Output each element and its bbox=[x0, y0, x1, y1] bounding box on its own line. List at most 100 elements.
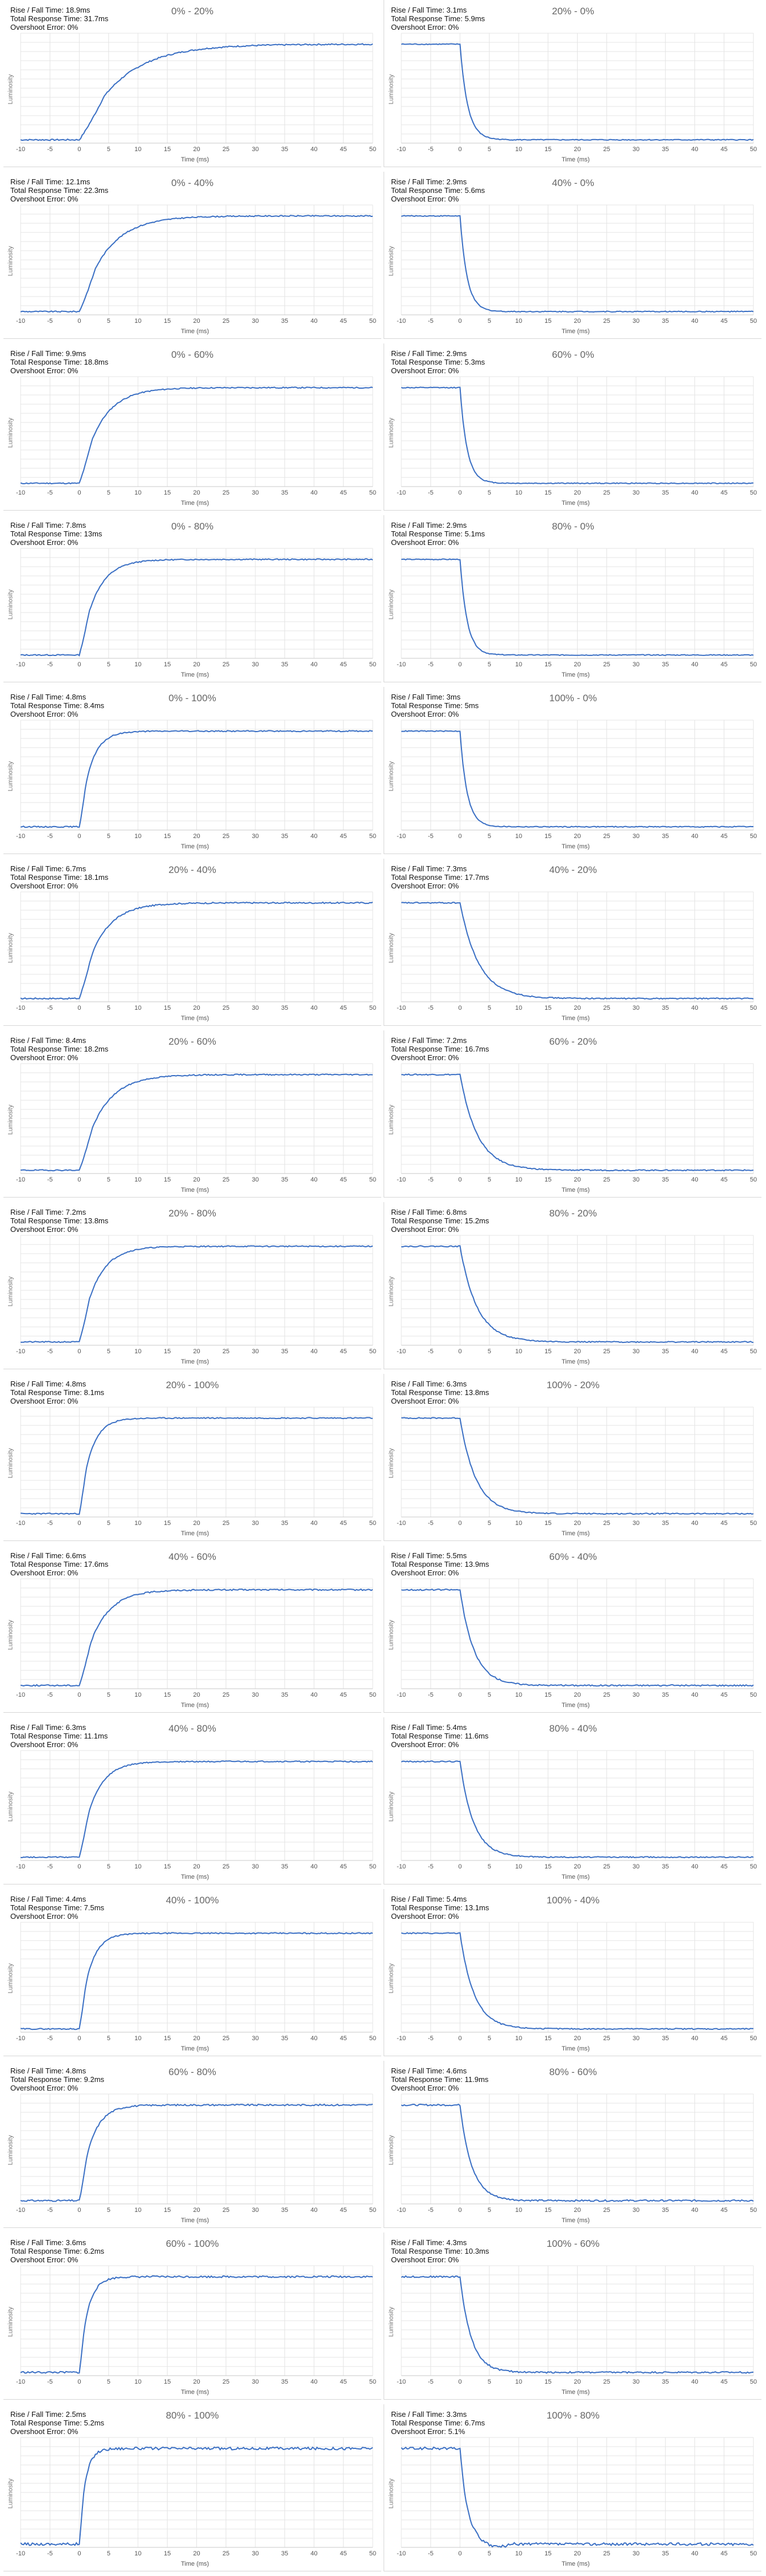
x-tick-label: 30 bbox=[252, 146, 259, 153]
x-tick-label: 5 bbox=[107, 1863, 110, 1870]
x-tick-label: 35 bbox=[662, 2379, 669, 2385]
x-tick-label: 10 bbox=[515, 2550, 522, 2557]
line-plot: -10 -5 0 5 10 15 20 25 30 35 40 45 50 bbox=[397, 1578, 757, 1698]
x-tick-label: 35 bbox=[281, 1692, 288, 1698]
x-tick-label: 45 bbox=[721, 2379, 728, 2385]
x-axis-label: Time (ms) bbox=[181, 1358, 210, 1365]
x-tick-label: 50 bbox=[369, 1692, 376, 1698]
x-tick-label: 20 bbox=[574, 1348, 581, 1355]
x-tick-label: -10 bbox=[16, 2379, 25, 2385]
x-tick-label: 30 bbox=[633, 146, 639, 153]
overshoot-error: Overshoot Error: 0% bbox=[10, 1397, 78, 1405]
luminosity-series-line bbox=[401, 1760, 754, 1859]
x-tick-label: -5 bbox=[428, 489, 433, 496]
x-tick-label: 20 bbox=[574, 2379, 581, 2385]
x-tick-label: 50 bbox=[750, 833, 757, 840]
total-response-time: Total Response Time: 16.7ms bbox=[391, 1045, 489, 1053]
x-tick-label: 10 bbox=[515, 2035, 522, 2042]
total-response-time: Total Response Time: 17.6ms bbox=[10, 1560, 109, 1568]
chart-title: 80% - 60% bbox=[549, 2067, 597, 2077]
line-plot: -10 -5 0 5 10 15 20 25 30 35 40 45 50 bbox=[16, 891, 376, 1012]
x-tick-label: 5 bbox=[107, 661, 110, 668]
line-plot: -10 -5 0 5 10 15 20 25 30 35 40 45 50 bbox=[16, 2265, 376, 2385]
line-plot: -10 -5 0 5 10 15 20 25 30 35 40 45 50 bbox=[397, 2437, 757, 2557]
x-tick-label: 50 bbox=[369, 1005, 376, 1012]
rise-fall-time: Rise / Fall Time: 12.1ms bbox=[10, 177, 90, 186]
x-tick-label: 0 bbox=[458, 1005, 461, 1012]
x-tick-label: 35 bbox=[662, 2550, 669, 2557]
x-tick-label: 30 bbox=[633, 1520, 639, 1527]
chart-panel: Rise / Fall Time: 3.3ms Total Response Ti… bbox=[384, 2404, 761, 2571]
x-tick-label: -5 bbox=[47, 146, 53, 153]
x-tick-label: 40 bbox=[691, 2379, 698, 2385]
line-plot: -10 -5 0 5 10 15 20 25 30 35 40 45 50 bbox=[397, 1750, 757, 1870]
x-tick-label: 40 bbox=[310, 2379, 317, 2385]
x-tick-label: 15 bbox=[544, 2207, 551, 2214]
luminosity-series-line bbox=[20, 1932, 373, 2030]
x-tick-label: 5 bbox=[488, 146, 491, 153]
x-tick-label: -10 bbox=[397, 2207, 406, 2214]
x-tick-label: 50 bbox=[369, 661, 376, 668]
x-tick-label: 25 bbox=[223, 661, 230, 668]
x-tick-label: 35 bbox=[662, 1520, 669, 1527]
chart-panel: Rise / Fall Time: 6.6ms Total Response Ti… bbox=[3, 1546, 381, 1713]
rise-fall-time: Rise / Fall Time: 6.6ms bbox=[10, 1551, 86, 1560]
x-tick-label: -5 bbox=[428, 2207, 433, 2214]
x-tick-label: 0 bbox=[458, 1692, 461, 1698]
line-plot: -10 -5 0 5 10 15 20 25 30 35 40 45 50 bbox=[397, 33, 757, 153]
x-tick-label: 45 bbox=[340, 2035, 347, 2042]
response-stats: Rise / Fall Time: 7.3ms Total Response Ti… bbox=[391, 864, 489, 890]
x-tick-label: -10 bbox=[397, 1692, 406, 1698]
x-tick-label: 0 bbox=[77, 1863, 81, 1870]
x-tick-label: 25 bbox=[223, 1348, 230, 1355]
x-tick-label: -10 bbox=[16, 1863, 25, 1870]
x-tick-label: 35 bbox=[662, 1348, 669, 1355]
overshoot-error: Overshoot Error: 0% bbox=[10, 538, 78, 547]
x-tick-label: 40 bbox=[691, 318, 698, 325]
chart-panel: Rise / Fall Time: 7.2ms Total Response Ti… bbox=[3, 1202, 381, 1369]
x-tick-label: 45 bbox=[721, 2550, 728, 2557]
x-tick-label: -10 bbox=[16, 661, 25, 668]
x-tick-label: 10 bbox=[135, 661, 141, 668]
response-stats: Rise / Fall Time: 5.4ms Total Response Ti… bbox=[391, 1895, 489, 1921]
x-tick-label: 10 bbox=[135, 489, 141, 496]
x-tick-label: 25 bbox=[223, 1005, 230, 1012]
x-tick-label: 15 bbox=[164, 146, 171, 153]
x-tick-label: 40 bbox=[310, 833, 317, 840]
x-tick-label: 0 bbox=[77, 2207, 81, 2214]
x-tick-label: 35 bbox=[281, 661, 288, 668]
response-stats: Rise / Fall Time: 4.8ms Total Response Ti… bbox=[10, 2067, 104, 2092]
chart-title: 20% - 40% bbox=[168, 864, 216, 875]
x-tick-label: 30 bbox=[633, 2550, 639, 2557]
x-axis-label: Time (ms) bbox=[562, 1015, 590, 1022]
x-tick-label: -10 bbox=[16, 318, 25, 325]
x-tick-label: 30 bbox=[633, 2035, 639, 2042]
x-tick-label: 50 bbox=[369, 2379, 376, 2385]
chart-panel: Rise / Fall Time: 6.3ms Total Response Ti… bbox=[384, 1374, 761, 1541]
x-tick-label: 25 bbox=[603, 1005, 610, 1012]
x-tick-label: 40 bbox=[310, 661, 317, 668]
x-tick-label: -10 bbox=[397, 146, 406, 153]
x-tick-label: 40 bbox=[310, 2550, 317, 2557]
rise-fall-time: Rise / Fall Time: 4.3ms bbox=[391, 2238, 467, 2247]
x-axis-label: Time (ms) bbox=[562, 500, 590, 507]
x-tick-label: 10 bbox=[135, 2550, 141, 2557]
x-tick-label: 45 bbox=[721, 1692, 728, 1698]
x-tick-label: 5 bbox=[107, 2550, 110, 2557]
response-stats: Rise / Fall Time: 3.1ms Total Response Ti… bbox=[391, 6, 485, 31]
x-tick-label: 25 bbox=[223, 1692, 230, 1698]
x-tick-label: -10 bbox=[16, 1348, 25, 1355]
chart-panel: Rise / Fall Time: 18.9ms Total Response T… bbox=[3, 0, 381, 167]
x-tick-label: -10 bbox=[16, 833, 25, 840]
x-axis-label: Time (ms) bbox=[562, 156, 590, 163]
luminosity-series-line bbox=[20, 901, 373, 1000]
luminosity-series-line bbox=[20, 1588, 373, 1687]
total-response-time: Total Response Time: 18.2ms bbox=[10, 1045, 109, 1053]
line-plot: -10 -5 0 5 10 15 20 25 30 35 40 45 50 bbox=[16, 548, 376, 668]
x-tick-label: 5 bbox=[488, 2035, 491, 2042]
x-axis-label: Time (ms) bbox=[562, 2561, 590, 2567]
x-tick-label: 0 bbox=[77, 1520, 81, 1527]
x-tick-label: -5 bbox=[47, 2379, 53, 2385]
x-tick-label: 35 bbox=[662, 1863, 669, 1870]
x-tick-label: 35 bbox=[281, 833, 288, 840]
